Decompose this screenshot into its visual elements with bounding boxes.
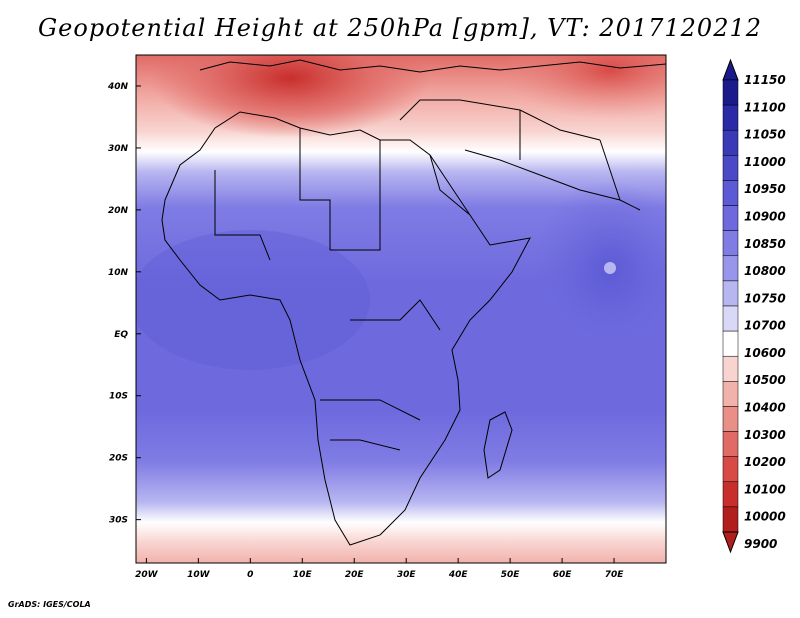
colorbar-swatch	[722, 381, 739, 407]
colorbar-label: 10200	[744, 455, 786, 469]
colorbar-swatch	[722, 456, 739, 483]
colorbar-swatch	[722, 230, 739, 257]
colorbar-swatch	[722, 355, 739, 382]
x-tick-label: 30E	[397, 570, 417, 580]
colorbar-bottom-arrow	[722, 531, 739, 554]
y-tick-label: 20S	[109, 454, 128, 464]
y-tick-label: 30N	[108, 144, 129, 154]
colorbar-label: 11050	[744, 128, 786, 142]
colorbar-label: 10400	[744, 401, 786, 415]
colorbar-label: 11150	[744, 73, 786, 87]
coastlines	[161, 59, 666, 546]
x-tick-label: 10E	[293, 570, 313, 580]
colorbar-swatch	[722, 79, 739, 106]
y-tick-label: EQ	[114, 330, 128, 340]
ridge-center-indian-ocean	[530, 180, 666, 360]
x-tick-label: 70E	[605, 570, 625, 580]
y-tick-label: 10S	[109, 392, 128, 402]
colorbar-swatch	[722, 205, 739, 231]
colorbar-swatch	[722, 104, 739, 131]
colorbar-swatch	[722, 280, 739, 307]
low-height-center-asia	[500, 55, 666, 120]
x-tick-label: 20E	[345, 570, 365, 580]
colorbar-label: 10800	[744, 264, 786, 278]
colorbar-label: 11000	[744, 155, 786, 169]
footer-credit: GrADS: IGES/COLA	[8, 600, 91, 609]
colorbar-label: 10500	[744, 373, 786, 387]
latitude-axis: 40N 30N 20N 10N EQ 10S 20S 30S	[107, 82, 141, 526]
colorbar-label: 10850	[744, 237, 786, 251]
x-tick-label: 60E	[553, 570, 573, 580]
colorbar-swatch	[722, 406, 739, 432]
colorbar-swatch	[722, 506, 739, 533]
colorbar-swatch	[722, 330, 739, 357]
colorbar-label: 10950	[744, 182, 786, 196]
colorbar-label: 10300	[744, 428, 786, 442]
colorbar-swatch	[722, 180, 739, 206]
x-tick-label: 10W	[187, 570, 211, 580]
y-tick-label: 20N	[108, 206, 129, 216]
x-tick-label: 40E	[448, 570, 469, 580]
colorbar-label: 10100	[744, 482, 786, 496]
colorbar-swatch	[722, 431, 739, 457]
longitude-axis: 20W 10W 0 10E 20E 30E 40E 50E 60E 70E	[135, 558, 624, 580]
colorbar-label: 11100	[744, 100, 786, 114]
x-tick-label: 50E	[501, 570, 521, 580]
colorbar-label: 10900	[744, 209, 786, 223]
colorbar-swatch	[722, 155, 739, 181]
map-frame	[135, 54, 667, 564]
y-tick-label: 30S	[109, 516, 128, 526]
colorbar: 11150 11100 11050 11000 10950 10900 10850 10800…	[722, 58, 786, 554]
colorbar-label: 10600	[744, 346, 786, 360]
colorbar-top-arrow	[722, 58, 739, 81]
y-tick-label: 40N	[107, 82, 129, 92]
x-tick-label: 0	[247, 570, 253, 580]
colorbar-label: 10000	[744, 510, 786, 524]
colorbar-swatch	[722, 129, 739, 156]
x-tick-label: 20W	[135, 570, 159, 580]
low-height-center-europe	[150, 55, 430, 138]
y-tick-label: 10N	[108, 268, 129, 278]
map-title: Geopotential Height at 250hPa [gpm], VT:…	[38, 14, 762, 42]
colorbar-swatch	[722, 255, 739, 282]
colorbar-swatch	[722, 481, 739, 508]
colorbar-label: 10700	[744, 319, 786, 333]
colorbar-swatch	[722, 305, 739, 332]
colorbar-label: 10750	[744, 291, 786, 305]
colorbar-label: 9900	[744, 537, 777, 551]
